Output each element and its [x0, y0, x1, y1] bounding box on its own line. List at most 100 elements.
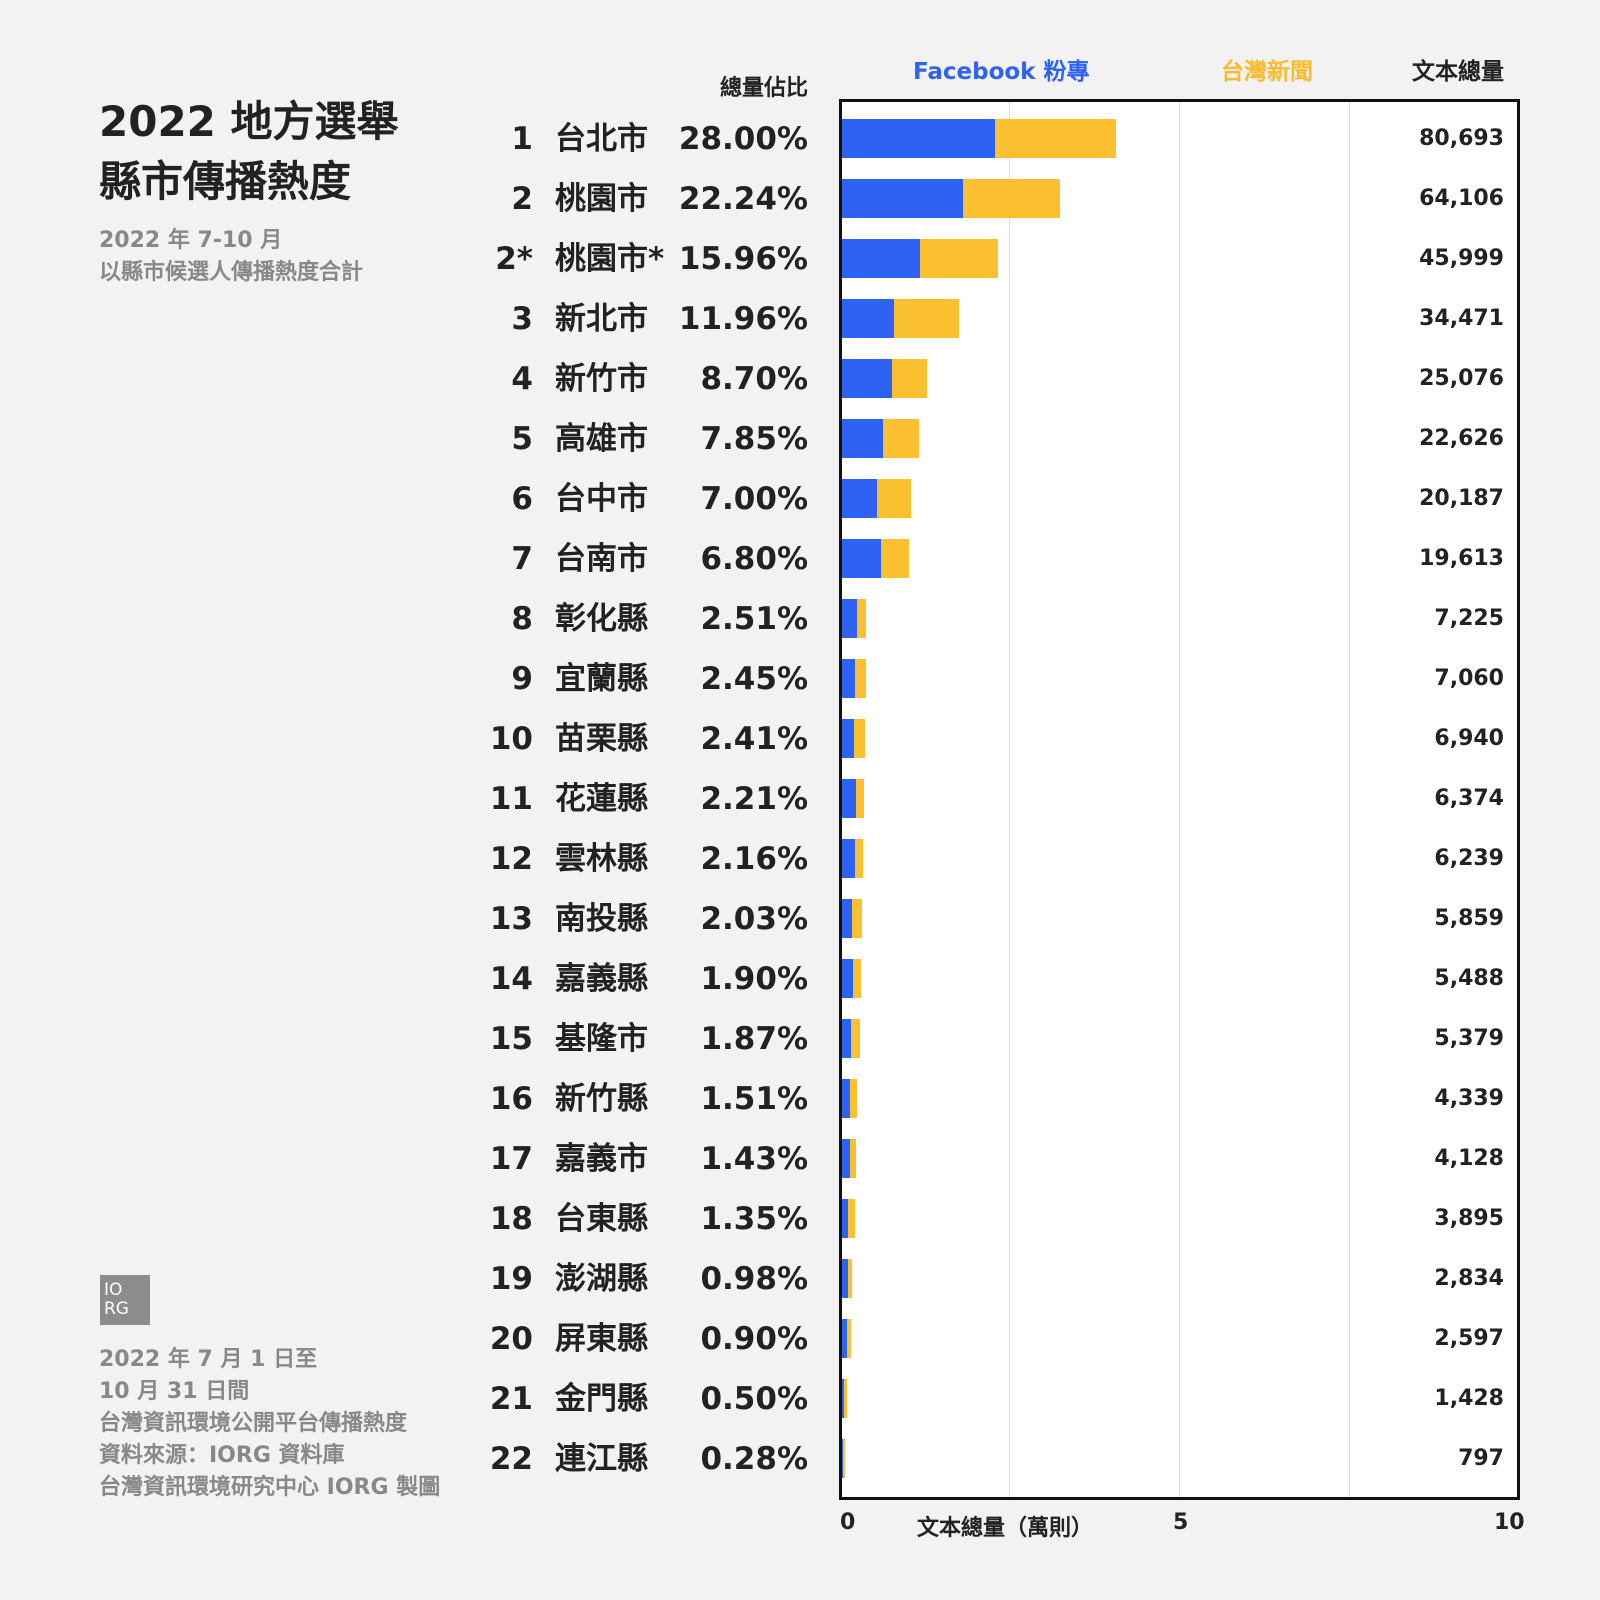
- row-rank: 12: [489, 841, 533, 877]
- bar-facebook: [842, 779, 856, 818]
- row-rank: 21: [489, 1381, 533, 1417]
- row-share-percent: 8.70%: [700, 361, 808, 397]
- chart-title: 2022 地方選舉 縣市傳播熱度: [99, 92, 399, 212]
- gridline-2-5: [1009, 102, 1010, 1497]
- row-county-name: 苗栗縣: [555, 721, 648, 757]
- bar-news: [852, 959, 861, 998]
- row-total-count: 6,239: [1434, 846, 1504, 871]
- row-total-count: 20,187: [1419, 486, 1504, 511]
- row-county-name: 連江縣: [555, 1441, 648, 1477]
- x-tick-0: 0: [840, 1510, 856, 1535]
- chart-row: 20 屏東縣 0.90% 2,597: [0, 1309, 1600, 1369]
- row-rank: 5: [511, 421, 533, 457]
- row-rank: 3: [511, 301, 533, 337]
- bar-facebook: [842, 1019, 851, 1058]
- share-column-header: 總量佔比: [719, 76, 808, 101]
- row-total-count: 7,225: [1434, 606, 1504, 631]
- chart-row: 4 新竹市 8.70% 25,076: [0, 349, 1600, 409]
- row-rank: 14: [489, 961, 533, 997]
- bar-news: [893, 299, 959, 338]
- bar-news: [846, 1319, 851, 1358]
- row-total-count: 1,428: [1434, 1386, 1504, 1411]
- row-total-count: 2,597: [1434, 1326, 1504, 1351]
- row-county-name: 彰化縣: [555, 601, 648, 637]
- footer-line-5: 台灣資訊環境研究中心 IORG 製圖: [99, 1475, 441, 1500]
- chart-row: 2* 桃園市* 15.96% 45,999: [0, 229, 1600, 289]
- row-rank: 19: [489, 1261, 533, 1297]
- row-rank: 9: [511, 661, 533, 697]
- bar-facebook: [842, 1259, 849, 1298]
- row-share-percent: 2.03%: [700, 901, 808, 937]
- chart-row: 13 南投縣 2.03% 5,859: [0, 889, 1600, 949]
- row-total-count: 80,693: [1419, 126, 1504, 151]
- row-share-percent: 1.43%: [700, 1141, 808, 1177]
- bar-facebook: [842, 299, 894, 338]
- row-total-count: 4,128: [1434, 1146, 1504, 1171]
- row-share-percent: 2.51%: [700, 601, 808, 637]
- legend-facebook: Facebook 粉專: [913, 59, 1090, 85]
- row-total-count: 34,471: [1419, 306, 1504, 331]
- row-total-count: 5,488: [1434, 966, 1504, 991]
- bar-facebook: [842, 1199, 849, 1238]
- bar-news: [995, 119, 1117, 158]
- logo-line-2: RG: [104, 1299, 129, 1319]
- chart-row: 3 新北市 11.96% 34,471: [0, 289, 1600, 349]
- row-county-name: 嘉義縣: [555, 961, 648, 997]
- chart-row: 8 彰化縣 2.51% 7,225: [0, 589, 1600, 649]
- bar-facebook: [842, 1379, 845, 1418]
- chart-row: 12 雲林縣 2.16% 6,239: [0, 829, 1600, 889]
- chart-row: 16 新竹縣 1.51% 4,339: [0, 1069, 1600, 1129]
- row-county-name: 澎湖縣: [555, 1261, 648, 1297]
- bar-news: [850, 1079, 857, 1118]
- row-share-percent: 1.35%: [700, 1201, 808, 1237]
- chart-row: 18 台東縣 1.35% 3,895: [0, 1189, 1600, 1249]
- row-rank: 11: [489, 781, 533, 817]
- bar-news: [848, 1199, 856, 1238]
- row-total-count: 22,626: [1419, 426, 1504, 451]
- chart-row: 11 花蓮縣 2.21% 6,374: [0, 769, 1600, 829]
- row-county-name: 台北市: [555, 121, 648, 157]
- bar-facebook: [842, 599, 857, 638]
- row-county-name: 新竹縣: [555, 1081, 648, 1117]
- row-share-percent: 0.50%: [700, 1381, 808, 1417]
- subtitle-line-1: 2022 年 7-10 月: [99, 228, 283, 253]
- row-total-count: 4,339: [1434, 1086, 1504, 1111]
- bar-facebook: [842, 119, 995, 158]
- row-rank: 6: [511, 481, 533, 517]
- row-county-name: 桃園市: [555, 181, 648, 217]
- iorg-logo: IO RG: [100, 1275, 150, 1325]
- row-rank: 8: [511, 601, 533, 637]
- row-rank: 2*: [495, 241, 533, 277]
- bar-facebook: [842, 1439, 844, 1478]
- bar-news: [919, 239, 999, 278]
- row-total-count: 25,076: [1419, 366, 1504, 391]
- row-rank: 16: [489, 1081, 533, 1117]
- chart-row: 9 宜蘭縣 2.45% 7,060: [0, 649, 1600, 709]
- chart-subtitle: 2022 年 7-10 月 以縣市候選人傳播熱度合計: [99, 225, 363, 289]
- chart-row: 19 澎湖縣 0.98% 2,834: [0, 1249, 1600, 1309]
- bar-facebook: [842, 899, 853, 938]
- title-line-2: 縣市傳播熱度: [99, 157, 352, 206]
- row-total-count: 6,374: [1434, 786, 1504, 811]
- row-total-count: 45,999: [1419, 246, 1504, 271]
- row-share-percent: 0.90%: [700, 1321, 808, 1357]
- row-county-name: 嘉義市: [555, 1141, 648, 1177]
- chart-row: 14 嘉義縣 1.90% 5,488: [0, 949, 1600, 1009]
- row-total-count: 19,613: [1419, 546, 1504, 571]
- bar-news: [843, 1439, 845, 1478]
- gridline-5: [1179, 102, 1180, 1497]
- row-county-name: 基隆市: [555, 1021, 648, 1057]
- bar-facebook: [842, 659, 855, 698]
- row-rank: 1: [511, 121, 533, 157]
- legend-total: 文本總量: [1412, 59, 1504, 85]
- row-rank: 13: [489, 901, 533, 937]
- bar-facebook: [842, 1319, 847, 1358]
- row-rank: 22: [489, 1441, 533, 1477]
- bar-news: [963, 179, 1060, 218]
- bar-facebook: [842, 719, 854, 758]
- bar-news: [854, 839, 864, 878]
- row-county-name: 新竹市: [555, 361, 648, 397]
- chart-row: 22 連江縣 0.28% 797: [0, 1429, 1600, 1489]
- bar-news: [844, 1379, 848, 1418]
- row-county-name: 桃園市*: [555, 241, 665, 277]
